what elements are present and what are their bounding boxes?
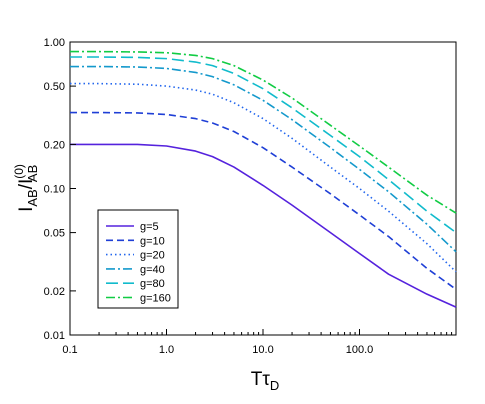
x-tick-label: 10.0	[252, 344, 273, 356]
legend-label: g=80	[140, 278, 165, 290]
legend-label: g=20	[140, 250, 165, 262]
series-line-g80	[70, 56, 457, 234]
y-tick-label: 0.10	[44, 184, 65, 196]
legend-items: g=5 g=10 g=20 g=40 g=80 g=160	[106, 221, 171, 305]
legend-label: g=10	[140, 235, 165, 247]
series-line-g160	[70, 50, 457, 214]
y-tick-label: 0.05	[44, 228, 65, 240]
y-tick-label: 1.00	[44, 37, 65, 49]
x-tick-label: 1.0	[159, 344, 174, 356]
y-tick-label: 0.02	[44, 286, 65, 298]
y-tick-label: 0.50	[44, 81, 65, 93]
y-tick-label: 0.20	[44, 139, 65, 151]
series-line-g10	[70, 111, 457, 290]
x-tick-label: 0.1	[62, 344, 77, 356]
ticks-layer: 0.1 1.0 10.0 100.0 1.00 0.50 0.20 0.10 0.05 0.02 0…	[44, 37, 453, 356]
x-axis-title: TτD	[251, 369, 280, 393]
y-axis-title: IAB/I(0)AB	[12, 164, 40, 212]
x-tick-label: 100.0	[346, 344, 374, 356]
y-tick-label: 0.01	[44, 330, 65, 342]
series-line-g40	[70, 65, 457, 253]
series-line-g20	[70, 82, 457, 273]
legend-label: g=5	[140, 221, 159, 233]
series-line-g5	[70, 143, 457, 308]
legend-label: g=160	[140, 293, 171, 305]
legend: g=5 g=10 g=20 g=40 g=80 g=160	[97, 209, 179, 309]
series-layer	[70, 50, 457, 308]
legend-label: g=40	[140, 264, 165, 276]
